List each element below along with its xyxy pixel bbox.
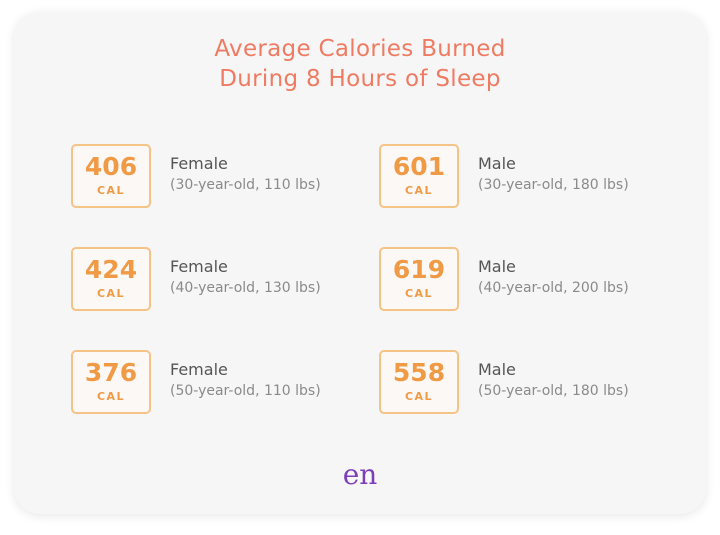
title: Average Calories Burned bbox=[214, 36, 506, 62]
person-detail: (50-year-old, 180 lbs) bbox=[478, 383, 629, 399]
calorie-box: 558 CAL bbox=[379, 350, 459, 414]
person-label: Male bbox=[478, 154, 516, 173]
calorie-unit: CAL bbox=[404, 287, 434, 300]
calorie-value: 601 bbox=[392, 152, 446, 181]
person-label: Male bbox=[478, 257, 516, 276]
person-detail: (30-year-old, 110 lbs) bbox=[170, 177, 321, 193]
person-detail: (30-year-old, 180 lbs) bbox=[478, 177, 629, 193]
calorie-value: 424 bbox=[84, 255, 138, 284]
calorie-unit: CAL bbox=[96, 390, 126, 403]
person-detail: (50-year-old, 110 lbs) bbox=[170, 383, 321, 399]
calorie-box: 406 CAL bbox=[71, 144, 151, 208]
calorie-unit: CAL bbox=[96, 287, 126, 300]
calorie-box: 619 CAL bbox=[379, 247, 459, 311]
calorie-value: 406 bbox=[84, 152, 138, 181]
calorie-value: 558 bbox=[392, 358, 446, 387]
logo: en bbox=[342, 458, 378, 491]
person-label: Male bbox=[478, 360, 516, 379]
person-label: Female bbox=[170, 154, 228, 173]
calorie-box: 601 CAL bbox=[379, 144, 459, 208]
calorie-value: 376 bbox=[84, 358, 138, 387]
calorie-unit: CAL bbox=[404, 390, 434, 403]
calorie-value: 619 bbox=[392, 255, 446, 284]
person-detail: (40-year-old, 130 lbs) bbox=[170, 280, 321, 296]
title: During 8 Hours of Sleep bbox=[219, 66, 501, 92]
calorie-box: 424 CAL bbox=[71, 247, 151, 311]
person-detail: (40-year-old, 200 lbs) bbox=[478, 280, 629, 296]
person-label: Female bbox=[170, 257, 228, 276]
calorie-unit: CAL bbox=[404, 184, 434, 197]
calorie-unit: CAL bbox=[96, 184, 126, 197]
person-label: Female bbox=[170, 360, 228, 379]
calorie-box: 376 CAL bbox=[71, 350, 151, 414]
